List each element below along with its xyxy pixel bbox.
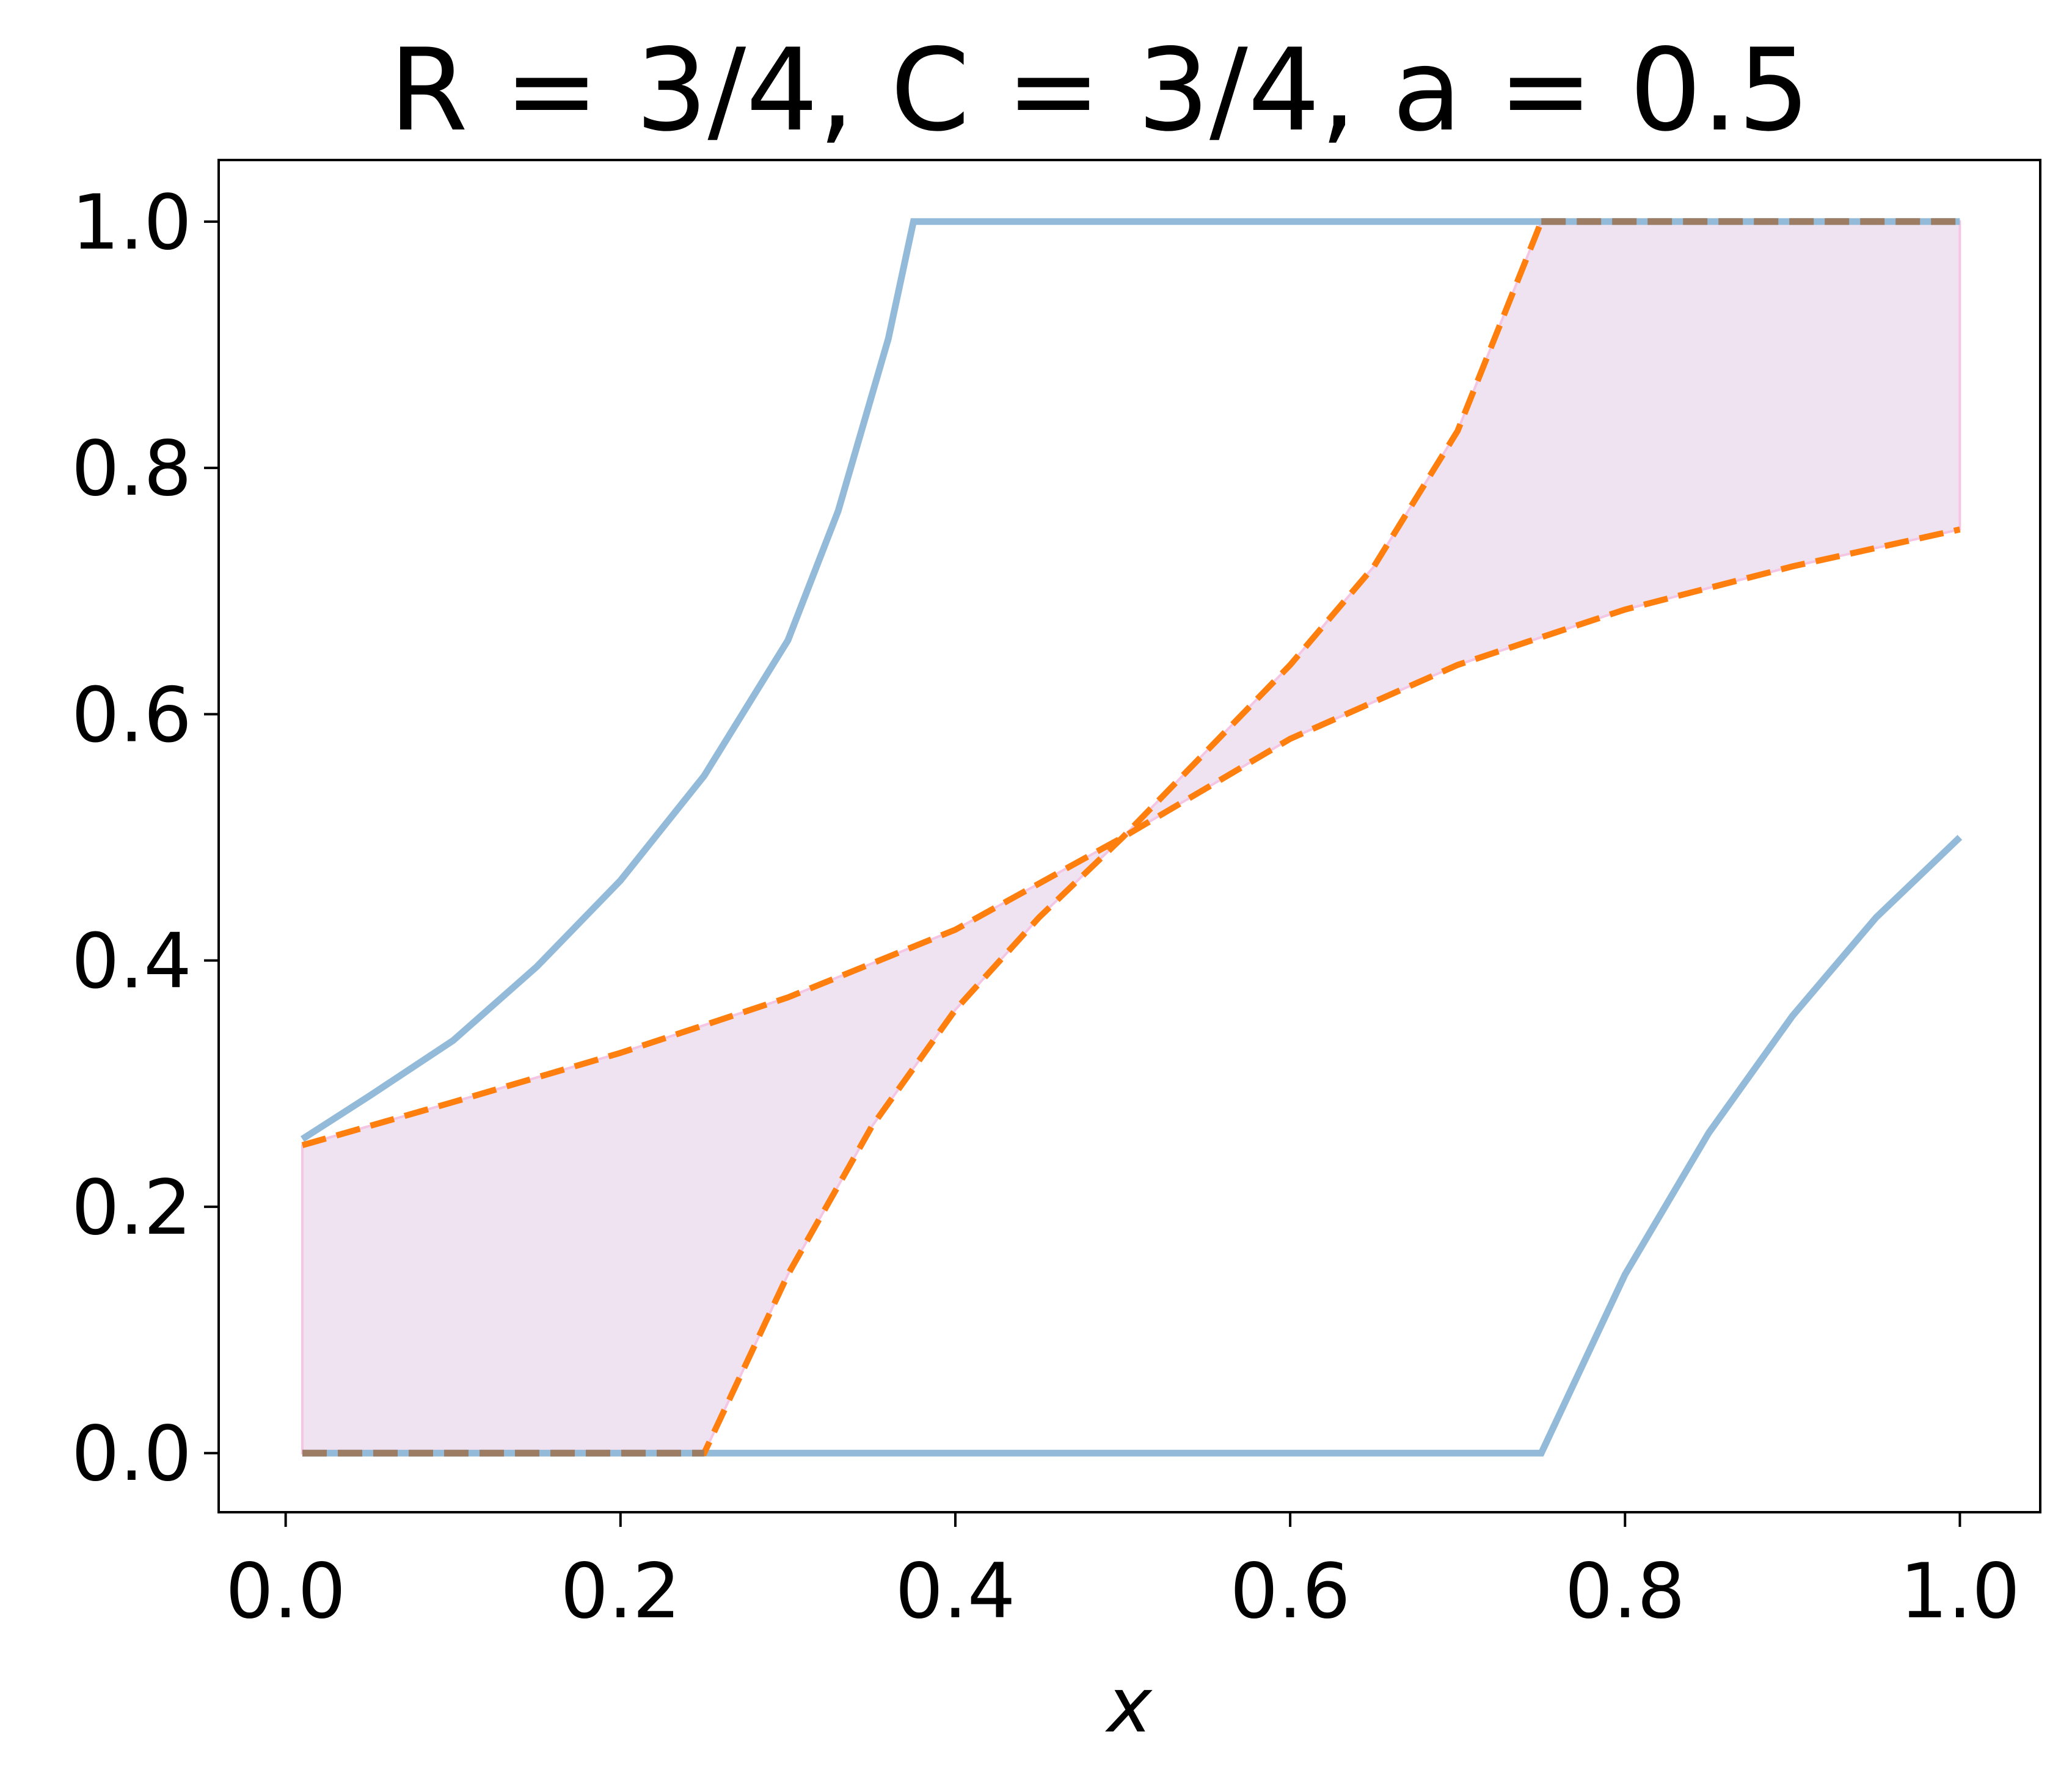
blue-solid-series-0 <box>301 218 1960 1142</box>
x-tick-label-1: 0.2 <box>560 1548 680 1636</box>
chart-title: R = 3/4, C = 3/4, a = 0.5 <box>389 24 1810 156</box>
series-layer <box>301 218 1963 1457</box>
y-tick-label-3: 0.6 <box>71 671 192 759</box>
blue-solid-series-1 <box>302 835 1963 1457</box>
x-axis-ticks: 0.0 0.2 0.4 0.6 0.8 1.0 <box>225 1512 2020 1636</box>
shaded-band <box>301 220 1961 1455</box>
x-tick-label-2: 0.4 <box>895 1548 1015 1636</box>
x-tick-label-3: 0.6 <box>1230 1548 1351 1636</box>
y-tick-label-2: 0.4 <box>71 918 192 1006</box>
x-axis-label: x <box>1104 1662 1153 1750</box>
y-tick-label-5: 1.0 <box>71 179 192 267</box>
shaded-band-layer <box>301 220 1961 1455</box>
x-tick-label-5: 1.0 <box>1900 1548 2020 1636</box>
y-tick-label-0: 0.0 <box>71 1410 192 1498</box>
orange-dashed-series-2 <box>301 526 1961 1148</box>
y-tick-label-4: 0.8 <box>71 425 192 513</box>
plot-area-frame <box>217 159 2041 1513</box>
x-tick-label-4: 0.8 <box>1565 1548 1685 1636</box>
x-tick-label-0: 0.0 <box>225 1548 346 1636</box>
y-tick-label-1: 0.2 <box>71 1164 192 1252</box>
y-axis-ticks: 0.0 0.2 0.4 0.6 0.8 1.0 <box>71 179 219 1498</box>
